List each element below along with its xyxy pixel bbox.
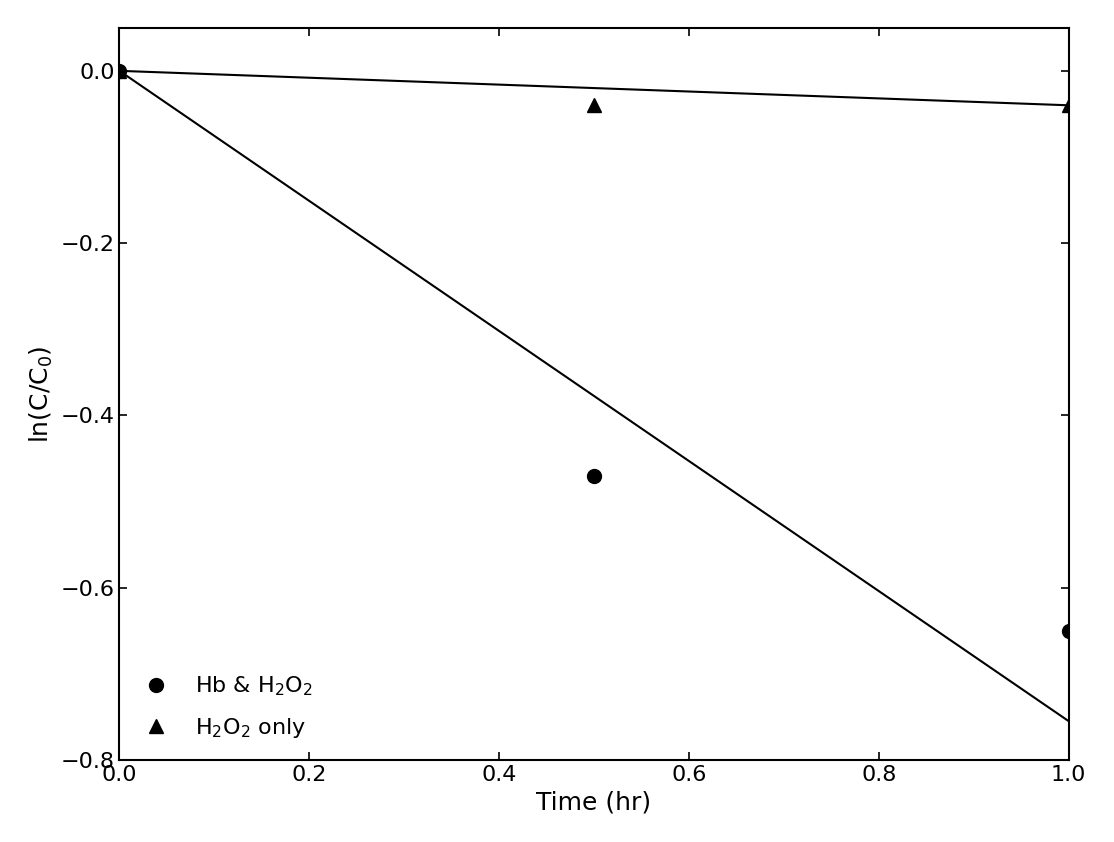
Line: Hb & H$_2$O$_2$: Hb & H$_2$O$_2$ (113, 64, 1075, 637)
Line: H$_2$O$_2$ only: H$_2$O$_2$ only (113, 64, 1075, 112)
Legend: Hb & H$_2$O$_2$, H$_2$O$_2$ only: Hb & H$_2$O$_2$, H$_2$O$_2$ only (130, 665, 322, 749)
Hb & H$_2$O$_2$ (113, 66, 126, 76)
H$_2$O$_2$ only (113, 66, 126, 76)
Y-axis label: ln(C/C$_0$): ln(C/C$_0$) (28, 345, 55, 443)
Hb & H$_2$O$_2$ (1062, 626, 1075, 636)
H$_2$O$_2$ only (1062, 100, 1075, 110)
X-axis label: Time (hr): Time (hr) (537, 791, 652, 814)
Hb & H$_2$O$_2$ (587, 471, 600, 481)
H$_2$O$_2$ only (587, 100, 600, 110)
